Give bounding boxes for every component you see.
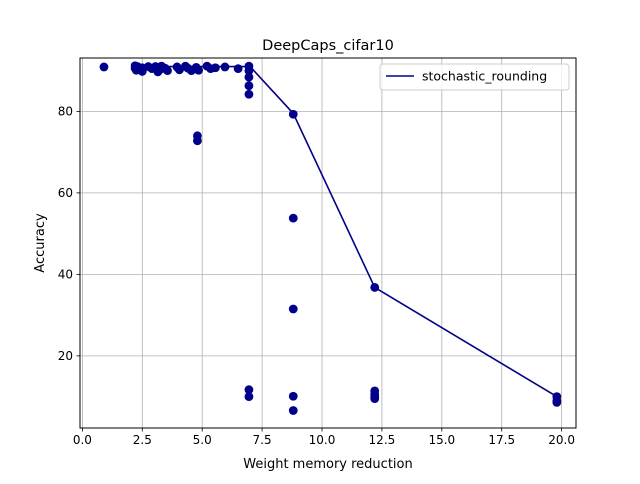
legend-box: [379, 63, 570, 91]
scatter-point: [193, 136, 202, 146]
x-tick-label: 7.5: [253, 433, 272, 447]
scatter-point: [288, 406, 298, 415]
scatter-point: [244, 392, 254, 402]
x-axis-label: Weight memory reduction: [243, 457, 412, 472]
scatter-point: [233, 64, 243, 73]
scatter-point: [288, 213, 298, 223]
x-tick-label: 15.0: [428, 433, 455, 447]
x-tick-label: 0.0: [73, 433, 92, 447]
scatter-point: [552, 397, 562, 407]
scatter-point: [244, 385, 254, 395]
x-tick-label: 5.0: [193, 433, 212, 447]
axes-frame: [79, 57, 577, 429]
scatter-point: [288, 304, 298, 314]
scatter-point: [288, 109, 298, 119]
x-tick-label: 2.5: [133, 433, 152, 447]
y-tick-label: 60: [58, 186, 73, 200]
scatter-point: [210, 63, 220, 73]
scatter-point: [370, 283, 380, 292]
scatter-point: [244, 72, 254, 82]
x-tick-label: 17.5: [488, 433, 515, 447]
x-tick-label: 10.0: [309, 433, 336, 447]
legend-label: stochastic_rounding: [422, 69, 547, 84]
x-tick-layer: 0.0 2.5 5.0 7.5 10.0 12.5 15.0 17.5 20.0: [73, 428, 575, 447]
chart-title: DeepCaps_cifar10: [262, 38, 394, 54]
x-tick-label: 12.5: [369, 433, 396, 447]
y-tick-label: 20: [58, 349, 73, 363]
scatter-point: [220, 62, 230, 72]
y-tick-label: 80: [58, 105, 73, 119]
x-tick-label: 20.0: [548, 433, 575, 447]
y-axis-label: Accuracy: [33, 213, 48, 273]
scatter-point: [163, 66, 172, 76]
scatter-point: [194, 65, 204, 75]
scatter-point: [288, 391, 298, 401]
grid-layer: [80, 58, 576, 428]
scatter-point: [99, 62, 109, 72]
scatter-point: [244, 89, 254, 99]
y-tick-layer: 20 40 60 80: [58, 105, 80, 363]
scatter-point: [244, 81, 254, 91]
legend: stochastic_rounding: [379, 63, 570, 91]
y-tick-label: 40: [58, 268, 73, 282]
point-layer: [99, 61, 562, 415]
scatter-point: [370, 394, 380, 404]
scatter-point: [244, 66, 254, 76]
